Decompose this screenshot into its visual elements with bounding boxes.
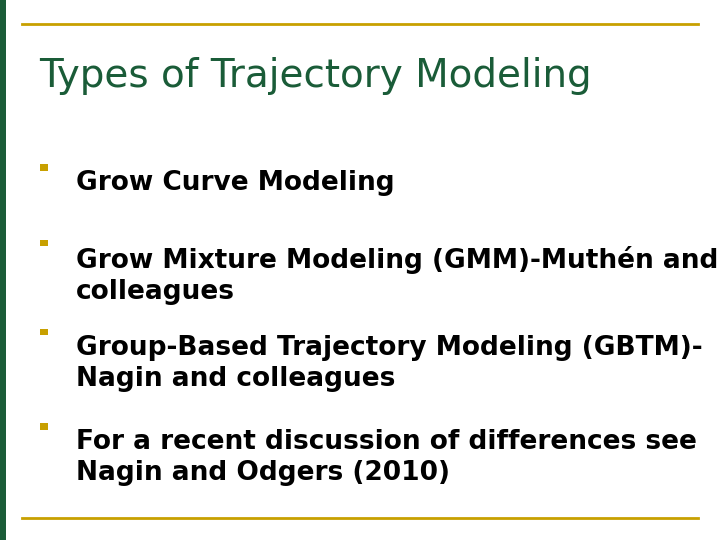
Bar bbox=[40, 329, 48, 335]
Text: Grow Mixture Modeling (GMM)-Muthén and
colleagues: Grow Mixture Modeling (GMM)-Muthén and c… bbox=[76, 246, 718, 305]
Bar bbox=[40, 423, 48, 430]
Text: Group-Based Trajectory Modeling (GBTM)-
Nagin and colleagues: Group-Based Trajectory Modeling (GBTM)- … bbox=[76, 335, 702, 392]
Text: Types of Trajectory Modeling: Types of Trajectory Modeling bbox=[40, 57, 593, 94]
Bar bbox=[40, 164, 48, 171]
Bar bbox=[40, 240, 48, 246]
Bar bbox=[0, 0, 6, 540]
Text: For a recent discussion of differences see
Nagin and Odgers (2010): For a recent discussion of differences s… bbox=[76, 429, 696, 487]
Text: Grow Curve Modeling: Grow Curve Modeling bbox=[76, 170, 395, 196]
